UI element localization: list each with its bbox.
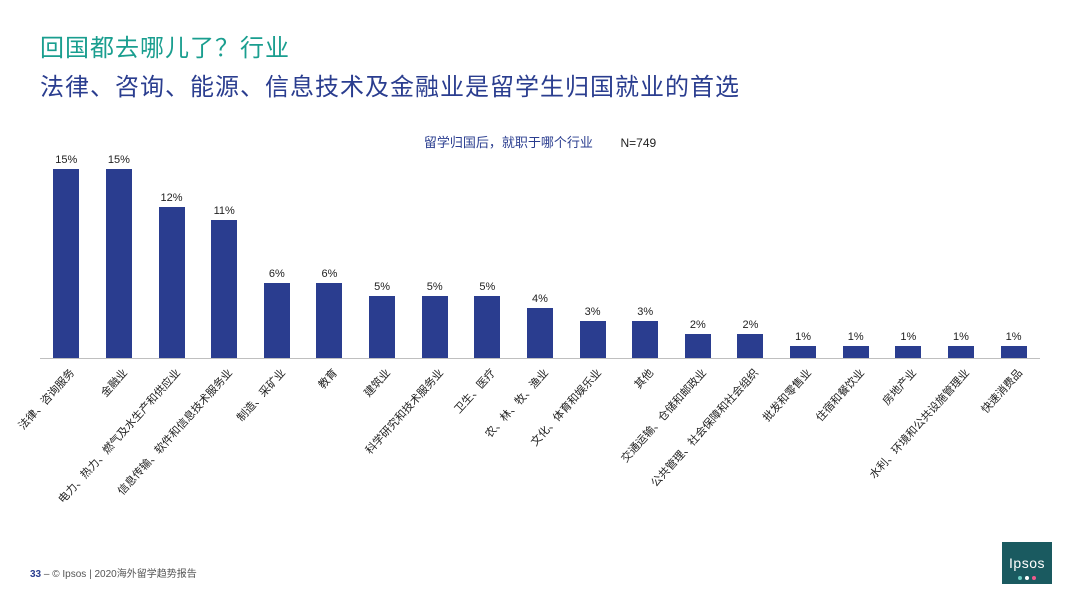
bar-col: 12% [145, 192, 198, 359]
bars-container: 15%15%12%11%6%6%5%5%5%4%3%3%2%2%1%1%1%1%… [40, 169, 1040, 359]
title-line2: 法律、咨询、能源、信息技术及金融业是留学生归国就业的首选 [40, 67, 1040, 102]
logo-dot-3 [1032, 576, 1036, 580]
x-label-col: 制造、采矿业 [251, 359, 304, 469]
x-label-col: 住宿和餐饮业 [829, 359, 882, 469]
bar-value-label: 1% [900, 331, 916, 343]
title-line1: 回国都去哪儿了？行业 [40, 28, 1040, 63]
x-axis-label: 其他 [630, 365, 657, 392]
bar-col: 3% [566, 306, 619, 359]
bar-col: 11% [198, 205, 251, 359]
bar-col: 3% [619, 306, 672, 359]
x-label-col: 快速消费品 [987, 359, 1040, 469]
bar-chart: 15%15%12%11%6%6%5%5%5%4%3%3%2%2%1%1%1%1%… [40, 169, 1040, 469]
bar-value-label: 3% [637, 306, 653, 318]
bar-value-label: 4% [532, 293, 548, 305]
chart-question-row: 留学归国后，就职于哪个行业 N=749 [40, 132, 1040, 151]
bar-rect [369, 296, 395, 359]
bar-value-label: 6% [321, 268, 337, 280]
bar-rect [685, 334, 711, 359]
bar-rect [580, 321, 606, 359]
sample-size: N=749 [620, 136, 656, 150]
bar-col: 15% [93, 154, 146, 359]
x-label-col: 文化、体育和娱乐业 [566, 359, 619, 469]
bar-col: 1% [882, 331, 935, 359]
x-axis-label: 金融业 [97, 365, 131, 400]
bar-value-label: 6% [269, 268, 285, 280]
x-label-col: 科学研究和技术服务业 [408, 359, 461, 469]
page-number: 33 [30, 569, 41, 580]
bar-value-label: 15% [55, 154, 77, 166]
x-label-col: 教育 [303, 359, 356, 469]
bar-col: 6% [303, 268, 356, 359]
x-axis-label: 房地产业 [879, 365, 920, 408]
bar-rect [316, 283, 342, 359]
bar-col: 15% [40, 154, 93, 359]
bar-value-label: 5% [427, 281, 443, 293]
bar-value-label: 1% [953, 331, 969, 343]
bar-rect [106, 169, 132, 359]
logo-text: Ipsos [1009, 555, 1045, 571]
bar-col: 5% [356, 281, 409, 359]
bar-rect [53, 169, 79, 359]
bar-rect [527, 308, 553, 359]
bar-value-label: 12% [161, 192, 183, 204]
x-label-col: 水利、环境和公共设施管理业 [935, 359, 988, 469]
bar-value-label: 1% [1006, 331, 1022, 343]
bar-value-label: 2% [742, 319, 758, 331]
bar-rect [474, 296, 500, 359]
bar-rect [264, 283, 290, 359]
bar-value-label: 3% [585, 306, 601, 318]
bar-value-label: 1% [848, 331, 864, 343]
x-label-col: 法律、咨询服务 [40, 359, 93, 469]
logo-dot-2 [1025, 576, 1029, 580]
copyright: © Ipsos | 2020海外留学趋势报告 [52, 569, 196, 580]
bar-col: 1% [987, 331, 1040, 359]
ipsos-logo: Ipsos [1002, 542, 1052, 584]
slide: 回国都去哪儿了？行业 法律、咨询、能源、信息技术及金融业是留学生归国就业的首选 … [0, 0, 1080, 598]
footer-sep: ‒ [41, 569, 52, 580]
bar-col: 1% [829, 331, 882, 359]
bar-col: 6% [251, 268, 304, 359]
logo-dots [1018, 576, 1036, 580]
bar-col: 1% [935, 331, 988, 359]
logo-dot-1 [1018, 576, 1022, 580]
bar-rect [632, 321, 658, 359]
chart-question: 留学归国后，就职于哪个行业 [424, 135, 593, 150]
bar-value-label: 5% [374, 281, 390, 293]
bar-value-label: 1% [795, 331, 811, 343]
bar-value-label: 2% [690, 319, 706, 331]
bar-col: 5% [408, 281, 461, 359]
bar-value-label: 5% [479, 281, 495, 293]
bar-rect [159, 207, 185, 359]
bar-value-label: 15% [108, 154, 130, 166]
bar-col: 2% [724, 319, 777, 359]
footer: 33 ‒ © Ipsos | 2020海外留学趋势报告 [30, 565, 197, 580]
bar-col: 2% [672, 319, 725, 359]
bar-value-label: 11% [214, 205, 235, 217]
bar-col: 1% [777, 331, 830, 359]
x-labels-container: 法律、咨询服务金融业电力、热力、燃气及水生产和供应业信息传输、软件和信息技术服务… [40, 359, 1040, 469]
bar-rect [211, 220, 237, 359]
bar-col: 5% [461, 281, 514, 359]
bar-rect [422, 296, 448, 359]
x-axis-label: 建筑业 [360, 365, 394, 400]
bar-rect [737, 334, 763, 359]
x-axis-label: 教育 [315, 365, 342, 392]
bar-col: 4% [514, 293, 567, 359]
x-axis-label: 法律、咨询服务 [15, 365, 78, 433]
